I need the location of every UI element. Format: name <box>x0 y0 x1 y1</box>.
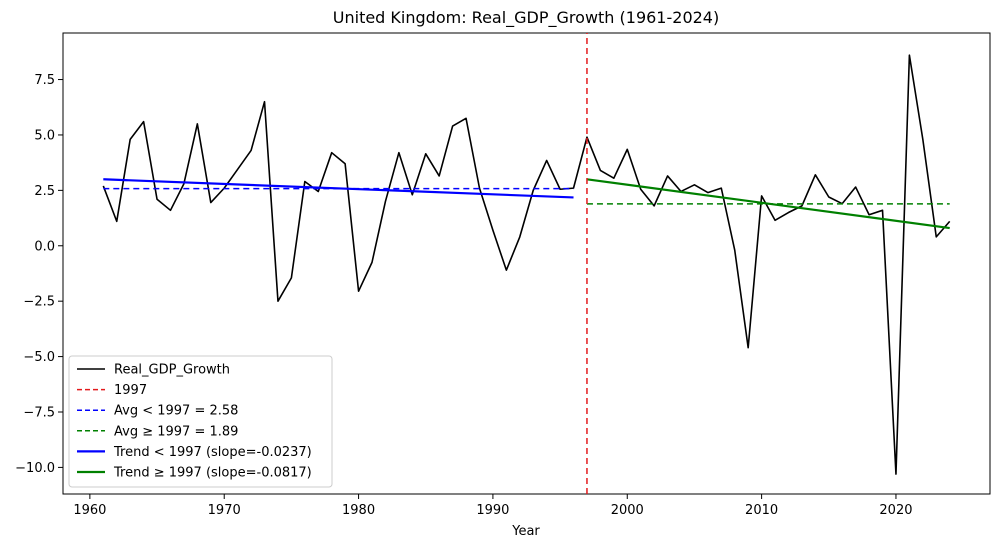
x-tick-label: 1960 <box>73 503 106 518</box>
y-tick-label: −5.0 <box>23 350 55 365</box>
x-tick-label: 2000 <box>611 503 644 518</box>
legend-label: Trend ≥ 1997 (slope=-0.0817) <box>113 466 312 481</box>
x-axis-label: Year <box>511 524 540 539</box>
x-tick-label: 1990 <box>476 503 509 518</box>
y-tick-label: 5.0 <box>34 128 55 143</box>
legend-box <box>68 355 333 488</box>
legend: Real_GDP_Growth 1997 Avg < 1997 = 2.58 Avg … <box>68 355 333 488</box>
legend-label: 1997 <box>114 383 147 398</box>
legend-label: Trend < 1997 (slope=-0.0237) <box>113 445 312 460</box>
y-tick-label: −7.5 <box>23 405 55 420</box>
y-tick-label: 7.5 <box>34 73 55 88</box>
y-tick-label: −2.5 <box>23 295 55 310</box>
legend-label: Real_GDP_Growth <box>114 363 230 378</box>
x-tick-label: 1980 <box>342 503 375 518</box>
x-tick-label: 1970 <box>208 503 241 518</box>
series-trend-1997-slope-0-0817 <box>586 178 950 230</box>
y-tick-label: 0.0 <box>34 239 55 254</box>
x-axis: 1960 1970 1980 1990 2000 2010 2020 <box>73 494 913 518</box>
series-real-gdp-growth <box>102 54 951 475</box>
y-axis: −10.0 −7.5 −5.0 −2.5 0.0 2.5 5.0 7.5 <box>15 73 63 476</box>
x-tick-label: 2020 <box>879 503 912 518</box>
plot-area <box>62 32 991 495</box>
plot-frame <box>62 32 991 495</box>
series-layer <box>102 33 951 494</box>
legend-label: Avg ≥ 1997 = 1.89 <box>114 424 238 439</box>
legend-label: Avg < 1997 = 2.58 <box>114 404 238 419</box>
chart-title: United Kingdom: Real_GDP_Growth (1961-20… <box>333 8 719 28</box>
x-tick-label: 2010 <box>745 503 778 518</box>
series-trend-1997-slope-0-0237 <box>103 178 574 199</box>
y-tick-label: 2.5 <box>34 184 55 199</box>
y-tick-label: −10.0 <box>15 461 55 476</box>
